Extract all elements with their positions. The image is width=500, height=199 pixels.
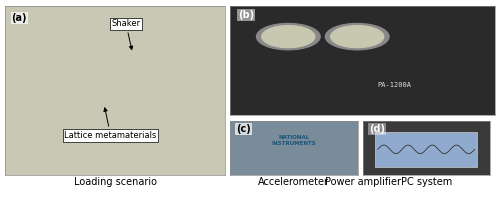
Circle shape bbox=[262, 26, 315, 48]
Text: Power amplifier: Power amplifier bbox=[324, 177, 400, 187]
FancyBboxPatch shape bbox=[375, 132, 477, 167]
Text: NATIONAL
INSTRUMENTS: NATIONAL INSTRUMENTS bbox=[272, 135, 316, 146]
Text: (b): (b) bbox=[238, 10, 254, 20]
Text: PC system: PC system bbox=[400, 177, 452, 187]
Text: (d): (d) bbox=[369, 124, 385, 134]
Text: Lattice metamaterials: Lattice metamaterials bbox=[64, 108, 157, 140]
Text: PA-1200A: PA-1200A bbox=[378, 82, 412, 88]
Circle shape bbox=[256, 23, 320, 50]
Circle shape bbox=[326, 23, 389, 50]
Text: Shaker: Shaker bbox=[112, 19, 140, 50]
Circle shape bbox=[330, 26, 384, 48]
Text: (c): (c) bbox=[236, 124, 251, 134]
Text: Loading scenario: Loading scenario bbox=[74, 177, 156, 187]
Text: (a): (a) bbox=[12, 13, 27, 23]
Text: Accelerometer: Accelerometer bbox=[258, 177, 329, 187]
